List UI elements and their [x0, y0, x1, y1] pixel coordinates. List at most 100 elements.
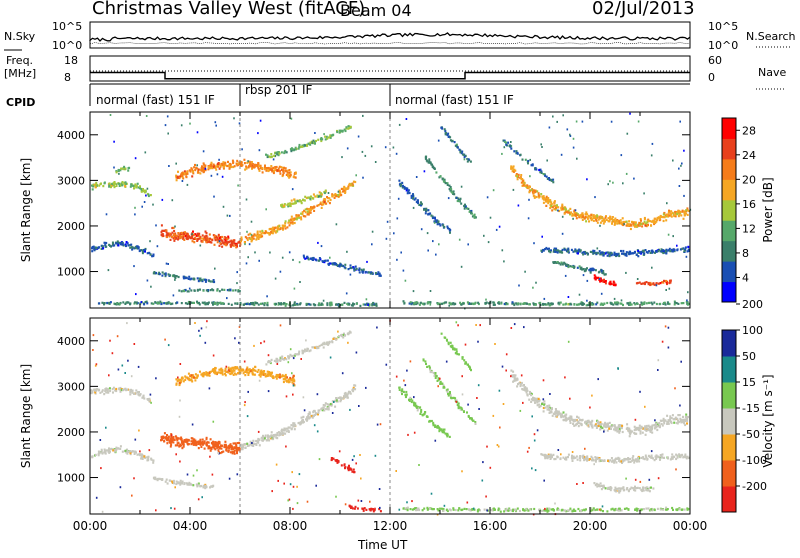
cell [579, 265, 581, 267]
cell [398, 198, 400, 200]
cell [563, 262, 565, 264]
cell [132, 450, 134, 452]
cell [301, 146, 303, 148]
cell [153, 460, 155, 462]
cell [236, 271, 238, 273]
cell [450, 188, 452, 190]
cell [650, 225, 652, 227]
cell [447, 389, 449, 391]
cell [494, 304, 496, 306]
cell [190, 443, 192, 445]
cell [257, 167, 259, 169]
cell [269, 252, 271, 254]
cell [332, 134, 334, 136]
cell [463, 154, 465, 156]
cell [221, 448, 223, 450]
cell [294, 202, 296, 204]
cell [181, 482, 183, 484]
cell [439, 223, 441, 225]
cell [686, 256, 688, 258]
cell [307, 348, 309, 350]
cell [433, 372, 435, 374]
cell [611, 223, 613, 225]
cell [331, 340, 333, 342]
cell [313, 415, 315, 417]
cell [419, 407, 421, 409]
cell [102, 389, 104, 391]
cell [504, 146, 506, 148]
cell [297, 200, 299, 202]
cell [604, 423, 606, 425]
cell [435, 171, 437, 173]
cell [108, 302, 110, 304]
cell [202, 373, 204, 375]
cell [435, 254, 437, 256]
cell [188, 443, 190, 445]
cell [175, 483, 177, 485]
cell [289, 202, 291, 204]
cell [321, 245, 323, 247]
cell [279, 359, 281, 361]
cell [124, 185, 126, 187]
cell [408, 399, 410, 401]
cell [241, 148, 243, 150]
cell [527, 394, 529, 396]
cell [122, 389, 124, 391]
cell [375, 304, 377, 306]
cell [236, 160, 238, 162]
cell [246, 231, 248, 233]
cell [95, 390, 97, 392]
cell [159, 478, 161, 480]
cell [220, 165, 222, 167]
cell [218, 159, 220, 161]
cell [133, 393, 135, 395]
cell [534, 197, 536, 199]
cell [538, 195, 540, 197]
cell [218, 234, 220, 236]
cell [221, 236, 223, 238]
cell [194, 164, 196, 166]
colorbar-segment [722, 138, 736, 159]
cell [266, 439, 268, 441]
cell [509, 145, 511, 147]
cell [147, 280, 149, 282]
cell [582, 219, 584, 221]
cell [187, 184, 189, 186]
cell [125, 181, 127, 183]
cell [583, 303, 585, 305]
cell [514, 379, 516, 381]
cell [622, 182, 624, 184]
cell [280, 433, 282, 435]
cell [343, 190, 345, 192]
cell [505, 144, 507, 146]
cell [129, 303, 131, 305]
cell [403, 302, 405, 304]
cell [305, 418, 307, 420]
cell [362, 272, 364, 274]
cell [213, 447, 215, 449]
cell [451, 397, 453, 399]
cell [622, 217, 624, 219]
cell [347, 187, 349, 189]
cell [162, 233, 164, 235]
cell [662, 424, 664, 426]
cell [651, 267, 653, 269]
cell [579, 294, 581, 296]
cell [116, 185, 118, 187]
cell [683, 195, 685, 197]
colorbar-segment [722, 118, 736, 139]
cell [215, 125, 217, 127]
cell [599, 428, 601, 430]
cell [142, 252, 144, 254]
cell [435, 372, 437, 374]
cell [340, 194, 342, 196]
cell [552, 116, 554, 118]
cell [228, 165, 230, 167]
cell [649, 426, 651, 428]
cell [246, 168, 248, 170]
cell [681, 248, 683, 250]
cell [276, 432, 278, 434]
cell [203, 239, 205, 241]
cell [294, 428, 296, 430]
cell [135, 157, 137, 159]
